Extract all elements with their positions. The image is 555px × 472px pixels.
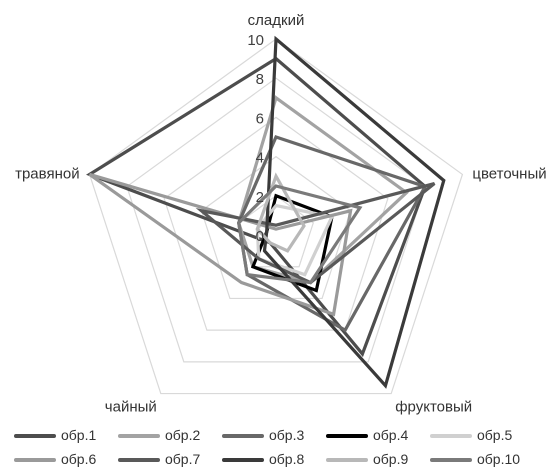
grid (88, 38, 464, 395)
axis-label-3: фруктовый (395, 399, 472, 416)
tick-label: 0 (256, 228, 264, 245)
legend-swatch (430, 434, 472, 438)
legend-label: обр.2 (165, 427, 201, 443)
legend-swatch (326, 434, 368, 438)
series-line-7 (195, 181, 436, 285)
tick-label: 4 (256, 150, 264, 167)
legend-row-2: обр.6 обр.7 обр.8 обр.9 обр.10 (0, 451, 555, 468)
tick-label: 8 (256, 71, 264, 88)
series-line-1 (86, 56, 428, 358)
legend-swatch (118, 434, 160, 438)
series-lines (86, 35, 446, 389)
axis-label-4: чайный (105, 399, 157, 416)
series-line-6 (88, 172, 353, 317)
tick-labels: 0 2 4 6 8 10 (247, 32, 264, 245)
legend-swatch (222, 458, 264, 462)
series-line-2 (237, 95, 409, 285)
legend-label: обр.8 (269, 451, 305, 467)
axis-label-2: цветочный (472, 165, 546, 182)
grid-ring (88, 38, 464, 395)
legend-label: обр.6 (61, 451, 97, 467)
legend-swatch (14, 458, 56, 462)
grid-ring (126, 77, 426, 363)
legend-row-1: обр.1 обр.2 обр.3 обр.4 обр.5 (0, 427, 555, 444)
legend-label: обр.4 (373, 427, 409, 443)
legend-label: обр.3 (269, 427, 305, 443)
legend-swatch (326, 458, 368, 462)
grid-ring (163, 116, 389, 331)
legend-label: обр.5 (477, 427, 513, 443)
axis-labels: сладкий цветочный фруктовый чайный травяной (15, 12, 547, 416)
legend-swatch (222, 434, 264, 438)
tick-label: 10 (247, 32, 264, 49)
series-line-10 (237, 184, 363, 285)
legend-swatch (14, 434, 56, 438)
legend-swatch (430, 458, 472, 462)
legend-swatch (118, 458, 160, 462)
axis-label-5: травяной (15, 165, 79, 182)
legend-label: обр.9 (373, 451, 409, 467)
tick-label: 6 (256, 110, 264, 127)
axis-label-1: сладкий (248, 12, 305, 29)
legend-label: обр.7 (165, 451, 201, 467)
legend-label: обр.10 (477, 451, 521, 467)
series-line-9 (255, 172, 306, 253)
tick-label: 2 (256, 189, 264, 206)
radar-chart: 0 2 4 6 8 10 сладкий цветочный фруктовый чайный т… (15, 12, 547, 416)
legend-label: обр.1 (61, 427, 97, 443)
